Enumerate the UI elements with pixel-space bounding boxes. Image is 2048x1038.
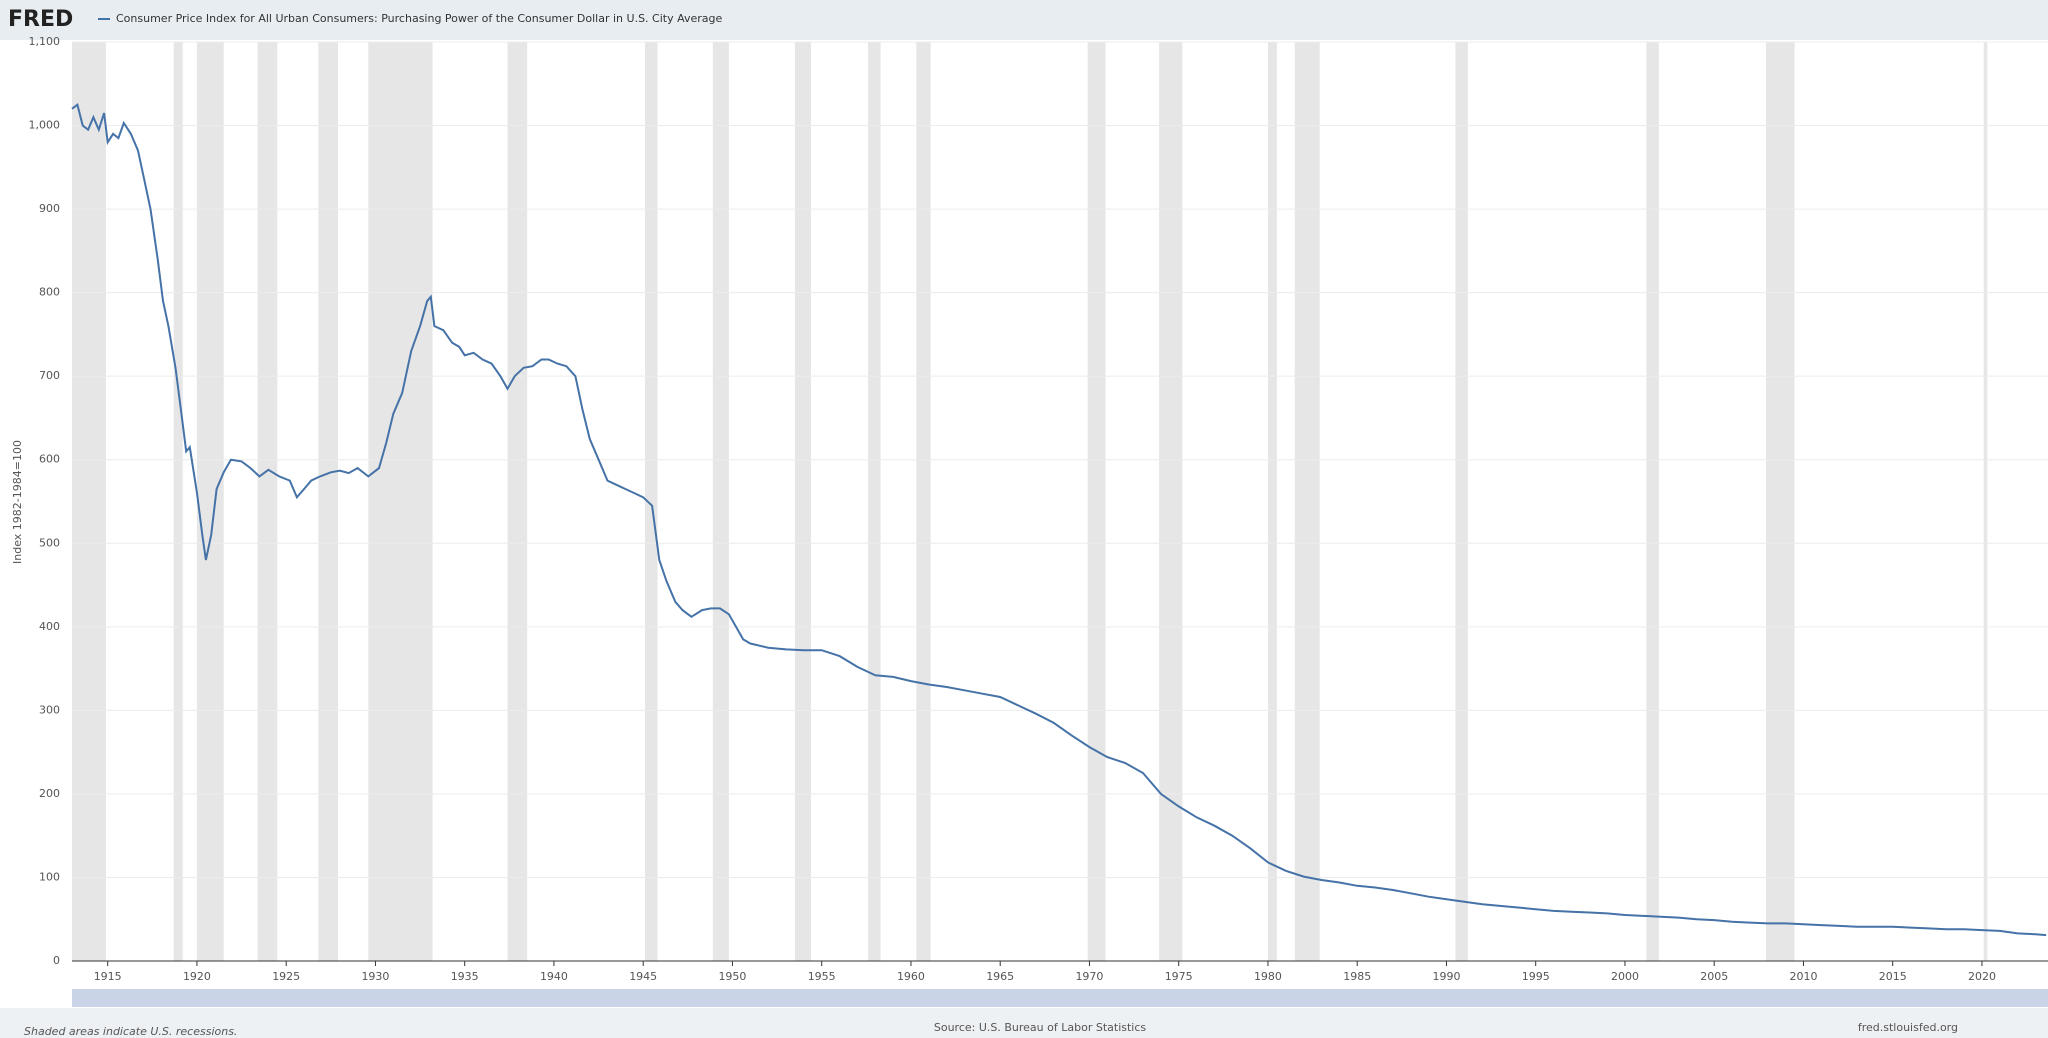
recession-band bbox=[1646, 42, 1659, 961]
x-tick-label: 1975 bbox=[1165, 970, 1193, 983]
x-tick-label: 1985 bbox=[1343, 970, 1371, 983]
x-tick-label: 1980 bbox=[1254, 970, 1282, 983]
recession-band bbox=[318, 42, 338, 961]
x-tick-label: 1915 bbox=[94, 970, 122, 983]
x-tick-label: 1970 bbox=[1075, 970, 1103, 983]
x-tick-label: 1925 bbox=[272, 970, 300, 983]
recession-band bbox=[712, 42, 729, 961]
y-tick-label: 900 bbox=[39, 202, 60, 215]
x-tick-label: 1960 bbox=[897, 970, 925, 983]
legend-label: Consumer Price Index for All Urban Consu… bbox=[116, 12, 723, 25]
x-tick-label: 1935 bbox=[451, 970, 479, 983]
y-tick-label: 1,100 bbox=[29, 35, 61, 48]
x-tick-label: 2020 bbox=[1968, 970, 1996, 983]
series-line bbox=[71, 102, 2047, 937]
x-tick-label: 1945 bbox=[629, 970, 657, 983]
x-tick-label: 1940 bbox=[540, 970, 568, 983]
site[interactable]: fred.stlouisfed.org bbox=[1858, 1021, 1958, 1034]
x-tick-label: 1965 bbox=[986, 970, 1014, 983]
navigator[interactable] bbox=[72, 989, 2048, 1007]
y-tick-label: 1,000 bbox=[29, 119, 61, 132]
recession-band bbox=[1159, 42, 1183, 961]
x-tick-label: 1950 bbox=[718, 970, 746, 983]
recession-band bbox=[1294, 42, 1320, 961]
recession-band bbox=[644, 42, 658, 961]
y-tick-label: 600 bbox=[39, 453, 60, 466]
recession-note: Shaded areas indicate U.S. recessions. bbox=[24, 1025, 237, 1038]
x-tick-label: 2000 bbox=[1611, 970, 1639, 983]
y-axis-label: Index 1982-1984=100 bbox=[11, 440, 24, 564]
x-tick-label: 1955 bbox=[808, 970, 836, 983]
source: Source: U.S. Bureau of Labor Statistics bbox=[934, 1021, 1147, 1034]
y-tick-label: 400 bbox=[39, 620, 60, 633]
recession-band bbox=[72, 42, 106, 961]
recession-band bbox=[1983, 42, 1988, 961]
y-tick-label: 700 bbox=[39, 369, 60, 382]
recession-band bbox=[257, 42, 278, 961]
x-tick-label: 1995 bbox=[1522, 970, 1550, 983]
y-tick-label: 100 bbox=[39, 870, 60, 883]
recession-band bbox=[916, 42, 931, 961]
y-tick-label: 200 bbox=[39, 787, 60, 800]
x-tick-label: 2010 bbox=[1789, 970, 1817, 983]
x-tick-label: 1930 bbox=[361, 970, 389, 983]
header-band bbox=[0, 0, 2048, 40]
y-tick-label: 300 bbox=[39, 703, 60, 716]
y-tick-label: 0 bbox=[53, 954, 60, 967]
x-tick-label: 1990 bbox=[1432, 970, 1460, 983]
y-tick-label: 500 bbox=[39, 536, 60, 549]
x-tick-label: 1920 bbox=[183, 970, 211, 983]
x-tick-label: 2015 bbox=[1879, 970, 1907, 983]
x-tick-label: 2005 bbox=[1700, 970, 1728, 983]
recession-band bbox=[507, 42, 528, 961]
y-tick-label: 800 bbox=[39, 286, 60, 299]
logo[interactable]: FRED bbox=[8, 7, 73, 32]
recession-band bbox=[1455, 42, 1468, 961]
recession-band bbox=[368, 42, 433, 961]
recession-band bbox=[173, 42, 183, 961]
footer-band bbox=[0, 1008, 2048, 1038]
recession-band bbox=[1765, 42, 1795, 961]
recession-band bbox=[794, 42, 811, 961]
recession-band bbox=[1087, 42, 1106, 961]
recession-band bbox=[868, 42, 881, 961]
recession-band bbox=[196, 42, 224, 961]
recession-band bbox=[1267, 42, 1277, 961]
